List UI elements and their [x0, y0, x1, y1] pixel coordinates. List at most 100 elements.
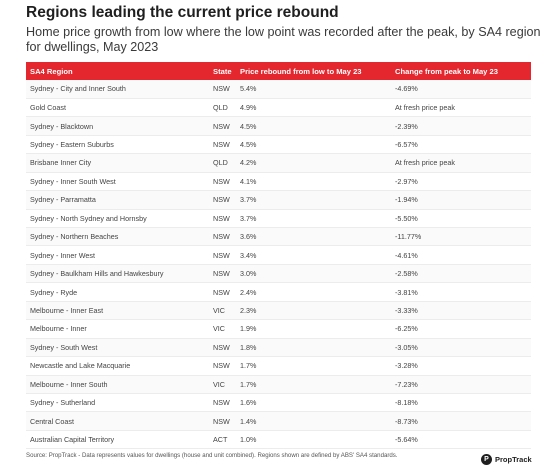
cell-rebound: 3.4% [236, 245, 391, 265]
cell-rebound: 4.5% [236, 135, 391, 155]
cell-rebound: 2.4% [236, 282, 391, 302]
table-body: Sydney - City and Inner South NSW 5.4% -4.6… [26, 80, 531, 450]
cell-change: -11.77% [391, 227, 531, 247]
cell-region: Sydney - Eastern Suburbs [26, 135, 209, 155]
cell-state: NSW [209, 209, 236, 229]
cell-region: Sydney - City and Inner South [26, 80, 209, 99]
cell-state: QLD [209, 153, 236, 173]
cell-state: ACT [209, 430, 236, 450]
cell-rebound: 4.5% [236, 116, 391, 136]
cell-region: Gold Coast [26, 98, 209, 118]
cell-state: NSW [209, 135, 236, 155]
header-region: SA4 Region [26, 62, 209, 80]
header-change: Change from peak to May 23 [391, 62, 531, 80]
cell-state: VIC [209, 375, 236, 394]
table-row: Sydney - Eastern Suburbs NSW 4.5% -6.57% [26, 135, 531, 155]
table-row: Sydney - North Sydney and Hornsby NSW 3.7%… [26, 209, 531, 229]
cell-change: -4.69% [391, 80, 531, 99]
table-row: Sydney - City and Inner South NSW 5.4% -4.6… [26, 80, 531, 99]
cell-change: -6.57% [391, 135, 531, 155]
table-row: Sydney - Inner South West NSW 4.1% -2.97% [26, 172, 531, 192]
cell-rebound: 3.0% [236, 264, 391, 284]
header-rebound: Price rebound from low to May 23 [236, 62, 391, 80]
cell-change: -5.50% [391, 209, 531, 229]
cell-state: NSW [209, 338, 236, 358]
cell-change: -4.61% [391, 245, 531, 265]
cell-change: -3.81% [391, 282, 531, 302]
cell-state: NSW [209, 172, 236, 192]
cell-rebound: 4.1% [236, 172, 391, 192]
cell-rebound: 3.7% [236, 190, 391, 210]
cell-state: NSW [209, 245, 236, 265]
cell-state: VIC [209, 301, 236, 321]
cell-state: VIC [209, 319, 236, 339]
cell-rebound: 3.6% [236, 227, 391, 247]
cell-change: At fresh price peak [391, 98, 531, 118]
cell-region: Sydney - Baulkham Hills and Hawkesbury [26, 264, 209, 284]
cell-region: Central Coast [26, 411, 209, 431]
cell-state: NSW [209, 116, 236, 136]
table-row: Brisbane Inner City QLD 4.2% At fresh price… [26, 153, 531, 173]
cell-region: Melbourne - Inner East [26, 301, 209, 321]
cell-rebound: 1.9% [236, 319, 391, 339]
cell-rebound: 1.7% [236, 375, 391, 394]
cell-change: -2.39% [391, 116, 531, 136]
cell-rebound: 1.8% [236, 338, 391, 358]
chart-subtitle: Home price growth from low where the low… [26, 25, 541, 54]
cell-rebound: 3.7% [236, 209, 391, 229]
cell-state: NSW [209, 356, 236, 376]
cell-region: Sydney - Ryde [26, 282, 209, 302]
table-row: Sydney - Northern Beaches NSW 3.6% -11.77% [26, 227, 531, 247]
cell-change: -8.73% [391, 411, 531, 431]
cell-region: Sydney - Inner West [26, 245, 209, 265]
cell-rebound: 5.4% [236, 80, 391, 99]
cell-state: NSW [209, 227, 236, 247]
table-row: Melbourne - Inner South VIC 1.7% -7.23% [26, 375, 531, 394]
cell-region: Sydney - Northern Beaches [26, 227, 209, 247]
table-header-row: SA4 Region State Price rebound from low … [26, 62, 531, 80]
cell-region: Melbourne - Inner [26, 319, 209, 339]
cell-change: -6.25% [391, 319, 531, 339]
table-row: Melbourne - Inner VIC 1.9% -6.25% [26, 319, 531, 339]
cell-region: Sydney - North Sydney and Hornsby [26, 209, 209, 229]
cell-rebound: 1.0% [236, 430, 391, 450]
table-row: Sydney - Blacktown NSW 4.5% -2.39% [26, 116, 531, 136]
cell-state: NSW [209, 80, 236, 99]
cell-change: -3.28% [391, 356, 531, 376]
cell-region: Sydney - Inner South West [26, 172, 209, 192]
cell-change: -3.33% [391, 301, 531, 321]
table-row: Gold Coast QLD 4.9% At fresh price peak [26, 98, 531, 118]
source-note: Source: PropTrack - Data represents valu… [26, 452, 398, 459]
cell-region: Newcastle and Lake Macquarie [26, 356, 209, 376]
cell-rebound: 4.2% [236, 153, 391, 173]
cell-region: Brisbane Inner City [26, 153, 209, 173]
cell-state: NSW [209, 282, 236, 302]
table-row: Sydney - Sutherland NSW 1.6% -8.18% [26, 393, 531, 413]
cell-rebound: 1.4% [236, 411, 391, 431]
cell-change: -1.94% [391, 190, 531, 210]
cell-rebound: 1.6% [236, 393, 391, 413]
table-row: Newcastle and Lake Macquarie NSW 1.7% -3.28… [26, 356, 531, 376]
cell-change: -8.18% [391, 393, 531, 413]
cell-region: Australian Capital Territory [26, 430, 209, 450]
table-row: Sydney - Ryde NSW 2.4% -3.81% [26, 282, 531, 302]
cell-region: Sydney - Parramatta [26, 190, 209, 210]
cell-change: -2.58% [391, 264, 531, 284]
proptrack-logo: P PropTrack [481, 452, 532, 466]
cell-rebound: 1.7% [236, 356, 391, 376]
cell-change: -7.23% [391, 375, 531, 394]
table-row: Australian Capital Territory ACT 1.0% -5.64… [26, 430, 531, 450]
header-state: State [209, 62, 236, 80]
cell-change: -3.05% [391, 338, 531, 358]
cell-state: QLD [209, 98, 236, 118]
cell-change: At fresh price peak [391, 153, 531, 173]
table-row: Sydney - Parramatta NSW 3.7% -1.94% [26, 190, 531, 210]
cell-change: -5.64% [391, 430, 531, 450]
cell-region: Melbourne - Inner South [26, 375, 209, 394]
cell-state: NSW [209, 190, 236, 210]
table-row: Sydney - Baulkham Hills and Hawkesbury NS… [26, 264, 531, 284]
table-row: Sydney - Inner West NSW 3.4% -4.61% [26, 245, 531, 265]
cell-rebound: 4.9% [236, 98, 391, 118]
cell-region: Sydney - Sutherland [26, 393, 209, 413]
table-row: Melbourne - Inner East VIC 2.3% -3.33% [26, 301, 531, 321]
